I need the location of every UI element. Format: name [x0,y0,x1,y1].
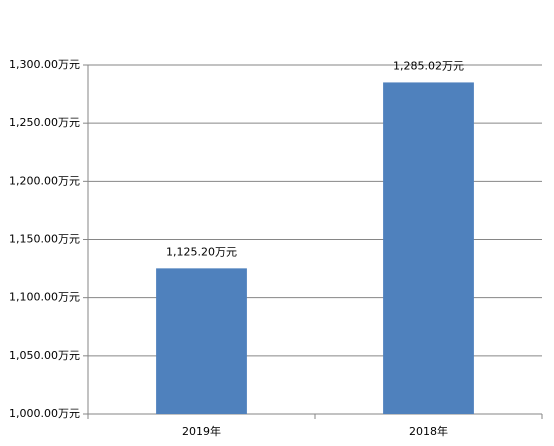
y-tick-label: 1,150.00万元 [9,233,80,246]
y-tick-label: 1,250.00万元 [9,116,80,129]
y-tick-label: 1,000.00万元 [9,407,80,420]
value-label: 1,125.20万元 [166,245,237,258]
bar [383,82,474,415]
y-tick-label: 1,300.00万元 [9,58,80,71]
y-tick-label: 1,050.00万元 [9,349,80,362]
y-tick-label: 1,200.00万元 [9,174,80,187]
x-tick-label: 2018年 [409,424,448,438]
bar [156,268,247,414]
value-label: 1,285.02万元 [393,59,464,72]
x-tick-label: 2019年 [182,424,221,438]
y-tick-label: 1,100.00万元 [9,291,80,304]
